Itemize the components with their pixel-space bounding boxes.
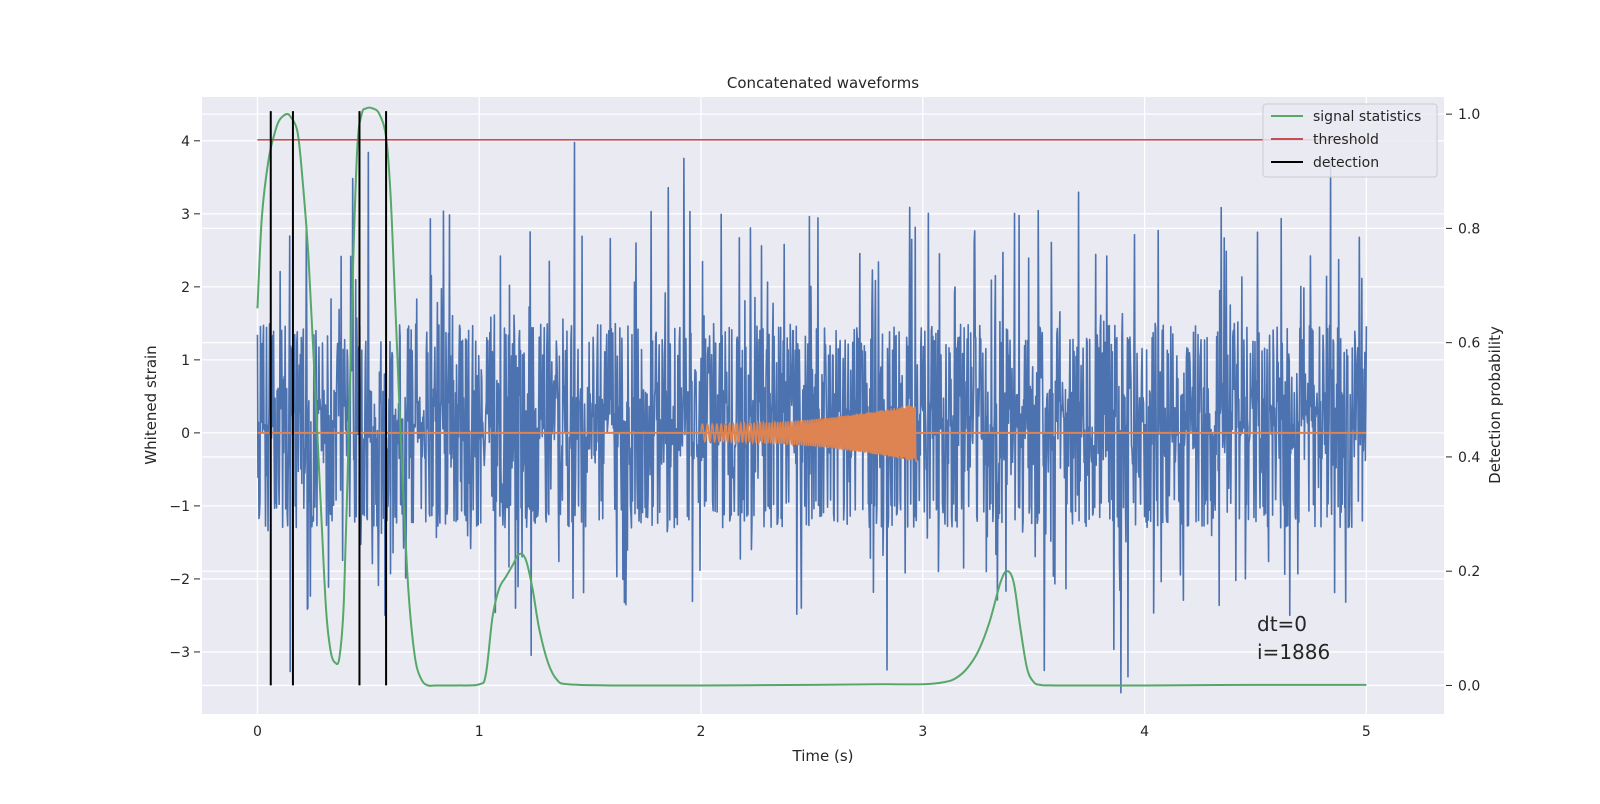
y-tick-label: −2 <box>169 572 190 588</box>
y2-tick-label: 0.2 <box>1458 564 1480 580</box>
y-tick-label: −1 <box>169 499 190 515</box>
y2-tick-label: 0.0 <box>1458 678 1480 694</box>
legend-label-signal-statistics: signal statistics <box>1313 109 1421 125</box>
legend: signal statistics threshold detection <box>1262 103 1438 178</box>
x-tick-label: 2 <box>697 724 706 740</box>
legend-label-detection: detection <box>1313 155 1379 171</box>
chart-title: Concatenated waveforms <box>727 74 919 92</box>
y-axis-label: Whitened strain <box>142 345 160 464</box>
x-tick-label: 0 <box>253 724 262 740</box>
y-tick-label: 2 <box>181 280 190 296</box>
y2-tick-label: 0.8 <box>1458 221 1480 237</box>
x-tick-label: 1 <box>475 724 484 740</box>
legend-box <box>1262 103 1438 178</box>
y2-tick-label: 1.0 <box>1458 107 1480 123</box>
annotation-dt: dt=0 <box>1257 612 1307 636</box>
axes-layer: 0 1 2 3 4 5 −3 −2 −1 0 1 2 3 4 0.0 0.2 0.4 0.6 0.8 1.0 <box>169 107 1480 740</box>
series-signal-statistics-line <box>256 106 1367 687</box>
y-tick-label: −3 <box>169 645 190 661</box>
series-whitened-strain-line <box>256 141 1368 694</box>
x-tick-label: 5 <box>1362 724 1371 740</box>
plot-layer <box>256 106 1368 694</box>
x-axis-label: Time (s) <box>792 747 854 765</box>
x-tick-label: 4 <box>1140 724 1149 740</box>
y-tick-label: 0 <box>181 426 190 442</box>
legend-label-threshold: threshold <box>1313 132 1379 148</box>
y-tick-label: 3 <box>181 207 190 223</box>
y2-axis-label: Detection probability <box>1486 326 1504 484</box>
series-chirp-template-line <box>700 405 917 463</box>
y-tick-label: 1 <box>181 353 190 369</box>
y-tick-label: 4 <box>181 134 190 150</box>
y2-tick-label: 0.6 <box>1458 336 1480 352</box>
y2-tick-label: 0.4 <box>1458 450 1480 466</box>
annotation-i: i=1886 <box>1257 640 1330 664</box>
x-tick-label: 3 <box>918 724 927 740</box>
